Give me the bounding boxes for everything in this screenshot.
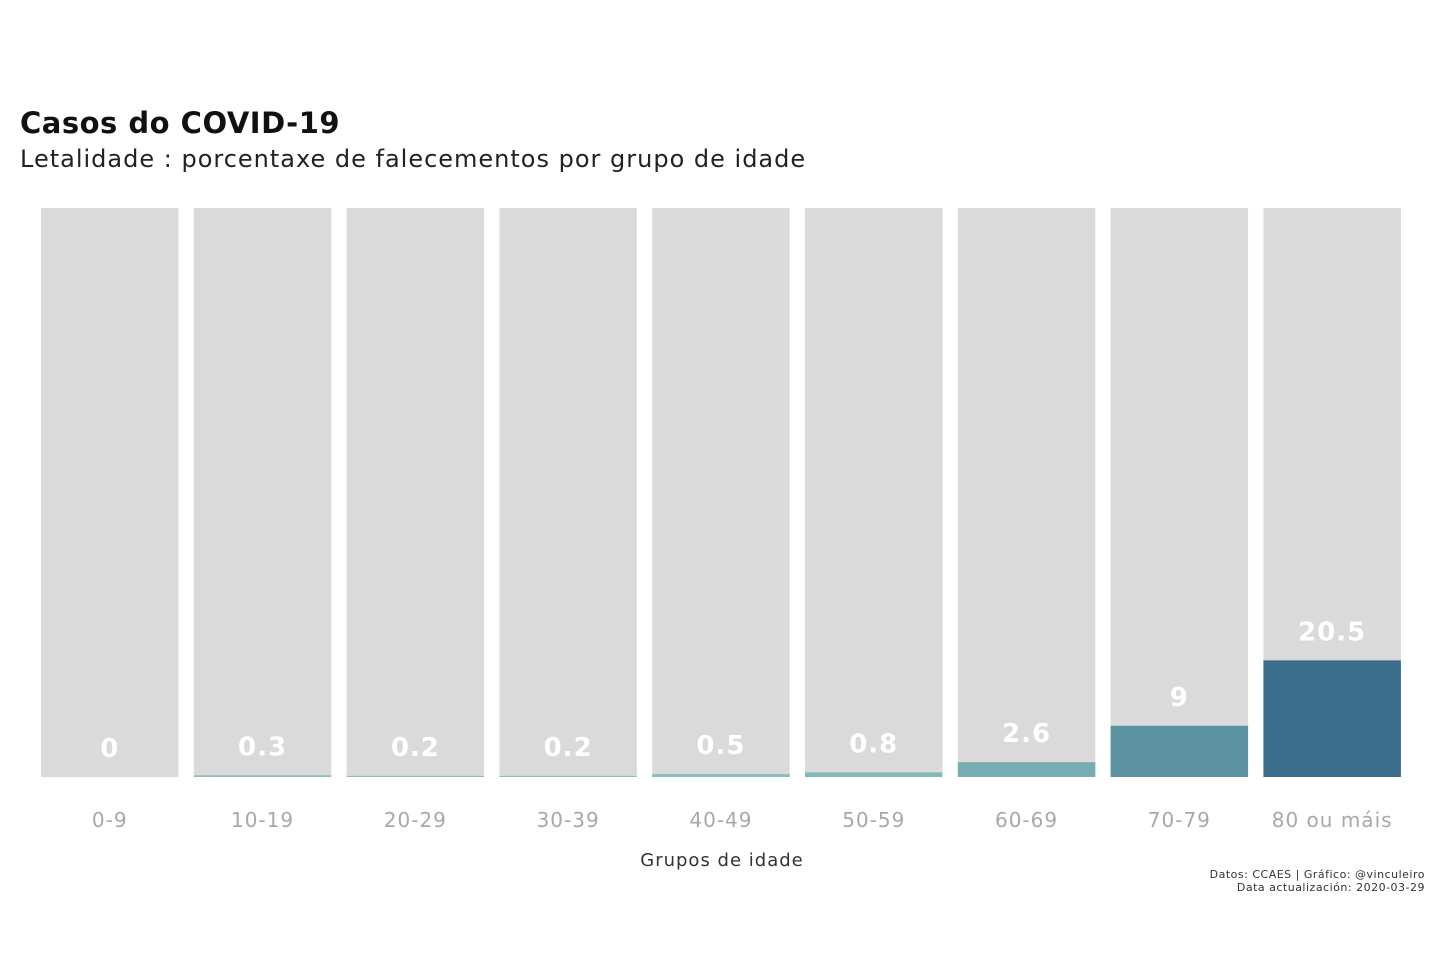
caption-update-date: Data actualización: 2020-03-29 — [1236, 881, 1425, 894]
value-label: 0.2 — [544, 733, 593, 763]
x-tick-label: 30-39 — [537, 808, 600, 832]
value-label: 2.6 — [1002, 719, 1051, 749]
background-bar — [193, 208, 332, 777]
value-bar — [346, 775, 485, 777]
value-label: 0 — [100, 734, 119, 764]
background-bar — [652, 208, 790, 777]
background-bar — [41, 208, 179, 777]
value-bar — [193, 775, 332, 777]
x-tick-label: 20-29 — [384, 808, 447, 832]
chart-caption: Datos: CCAES | Gráfico: @vinculeiro Data… — [1210, 868, 1425, 894]
x-tick-label: 80 ou máis — [1272, 808, 1393, 832]
value-label: 0.3 — [238, 732, 287, 762]
value-bars — [193, 660, 1401, 777]
value-bar — [1263, 660, 1401, 777]
chart-subtitle: Letalidade : porcentaxe de falecementos … — [20, 145, 807, 173]
background-bars — [41, 208, 1401, 777]
background-bar — [1110, 208, 1249, 777]
background-bar — [957, 208, 1096, 777]
value-labels: 0 0.3 0.2 0.2 0.5 0.8 2.6 9 20.5 — [100, 617, 1366, 764]
value-bar — [499, 775, 637, 777]
x-tick-label: 10-19 — [231, 808, 294, 832]
value-label: 0.8 — [849, 729, 898, 759]
value-label: 0.2 — [391, 733, 440, 763]
value-bar — [652, 774, 790, 777]
x-tick-label: 40-49 — [689, 808, 752, 832]
x-tick-label: 70-79 — [1148, 808, 1211, 832]
value-label: 20.5 — [1298, 617, 1366, 647]
value-bar — [957, 762, 1096, 777]
x-tick-label: 0-9 — [92, 808, 128, 832]
value-bar — [805, 772, 943, 777]
caption-source: Datos: CCAES | Gráfico: @vinculeiro — [1209, 868, 1425, 881]
value-label: 9 — [1170, 683, 1189, 713]
x-tick-label: 60-69 — [995, 808, 1058, 832]
x-axis-label: Grupos de idade — [640, 850, 803, 871]
background-bar — [499, 208, 637, 777]
x-tick-label: 50-59 — [842, 808, 905, 832]
background-bar — [805, 208, 943, 777]
chart-title: Casos do COVID-19 — [20, 106, 341, 140]
value-bar — [1110, 725, 1249, 777]
x-axis-ticks: 0-9 10-19 20-29 30-39 40-49 50-59 60-69 70-79 80… — [92, 808, 1393, 832]
background-bar — [346, 208, 485, 777]
value-label: 0.5 — [696, 731, 745, 761]
